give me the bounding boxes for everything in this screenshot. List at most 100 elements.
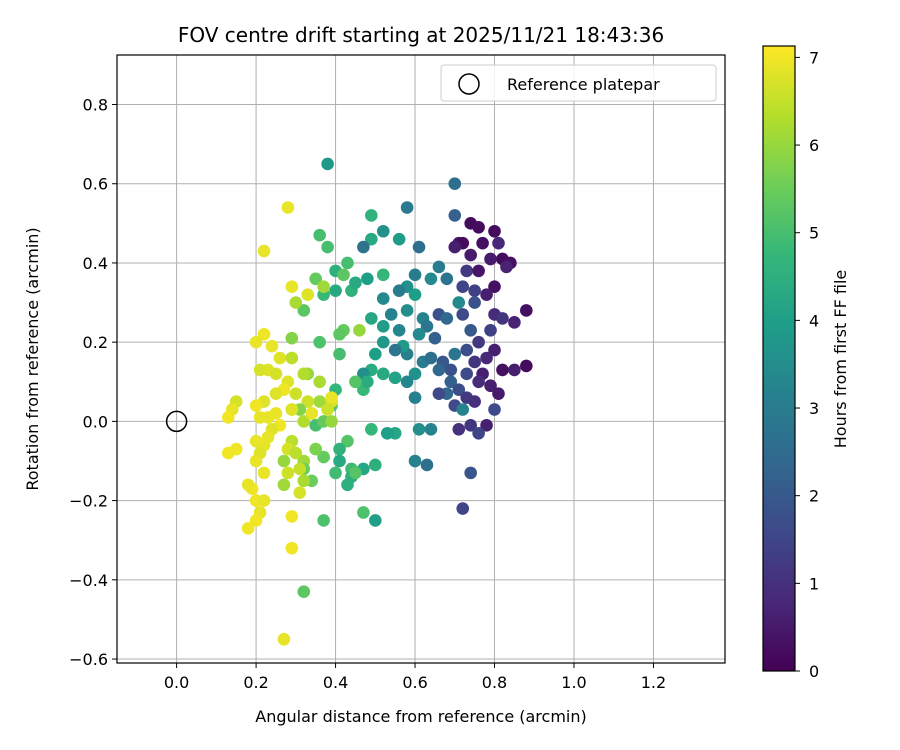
legend-marker-icon (458, 73, 480, 95)
data-point (472, 220, 485, 234)
colorbar-tick-label: 7 (809, 48, 819, 67)
data-point (313, 228, 326, 242)
data-point (269, 387, 283, 400)
data-point (309, 442, 322, 456)
data-point (392, 232, 406, 246)
data-point (484, 252, 497, 266)
colorbar-frame (762, 45, 796, 672)
data-point (285, 403, 299, 416)
data-point (452, 423, 466, 436)
data-point (265, 339, 279, 353)
data-point (412, 327, 426, 341)
data-point (301, 395, 315, 408)
data-point (273, 351, 287, 365)
data-point (376, 224, 390, 238)
data-point (488, 224, 501, 238)
data-point (333, 442, 346, 456)
data-point (317, 514, 330, 527)
data-point (325, 391, 338, 404)
y-axis-ticks: −0.6 −0.4 −0.2 0.0 0.2 0.4 0.6 0.8 (69, 96, 117, 669)
colorbar-tick-label: 2 (809, 487, 819, 506)
data-point (412, 240, 426, 254)
data-point (297, 367, 311, 381)
data-point (297, 304, 311, 317)
data-point (269, 407, 283, 420)
data-point (472, 335, 485, 349)
data-point (520, 359, 533, 373)
data-point (460, 343, 473, 357)
data-point (305, 407, 319, 420)
data-point (392, 323, 406, 337)
data-point (420, 320, 434, 333)
data-point (285, 351, 299, 365)
data-point (365, 312, 378, 325)
data-point (384, 308, 398, 321)
data-point (472, 264, 485, 278)
data-point (424, 272, 438, 286)
data-point (249, 399, 263, 412)
reference-platepar-marker (165, 410, 188, 433)
data-point (448, 240, 462, 254)
colorbar-tick-label: 3 (809, 399, 819, 418)
data-point (400, 304, 414, 317)
colorbar-ticks: 0 1 2 3 4 5 6 7 (795, 48, 819, 681)
data-point (249, 335, 263, 349)
data-point (321, 240, 334, 254)
data-point (281, 201, 295, 214)
data-point (361, 375, 374, 389)
colorbar-tick-label: 6 (809, 136, 819, 155)
data-point (380, 426, 394, 440)
data-point (468, 355, 481, 369)
data-point (365, 423, 378, 436)
legend-box (440, 64, 717, 102)
data-point (408, 268, 422, 282)
data-point (400, 201, 414, 214)
data-point (492, 387, 505, 400)
data-point (293, 486, 307, 499)
data-point (472, 426, 485, 440)
data-point (444, 375, 458, 389)
data-point (488, 280, 501, 294)
data-point (456, 280, 470, 294)
data-point (456, 403, 470, 416)
data-point (329, 284, 342, 297)
data-point (309, 272, 322, 286)
grid (117, 55, 725, 663)
data-point (337, 268, 350, 282)
data-point (369, 347, 382, 361)
data-point (321, 157, 334, 171)
data-point (297, 474, 311, 488)
data-point (508, 363, 521, 377)
data-point (452, 383, 466, 396)
data-point (333, 327, 346, 341)
data-point (293, 462, 307, 476)
data-point (277, 632, 291, 646)
data-point (376, 367, 390, 381)
data-point (249, 454, 263, 468)
data-point (257, 327, 271, 341)
data-point (369, 458, 382, 472)
data-point (432, 260, 446, 274)
data-point (253, 411, 267, 424)
data-point (365, 209, 378, 222)
data-point (448, 209, 462, 222)
data-point (448, 347, 462, 361)
data-point (285, 510, 299, 523)
plot-area (116, 54, 726, 664)
data-point (341, 434, 354, 448)
y-tick-label: 0.4 (83, 254, 108, 273)
data-point (496, 363, 509, 377)
data-point (408, 367, 422, 381)
chart-title: FOV centre drift starting at 2025/11/21 … (178, 23, 664, 47)
data-point (488, 403, 501, 416)
y-tick-label: −0.2 (69, 492, 108, 511)
colorbar-tick-label: 4 (809, 311, 819, 330)
colorbar-tick-label: 5 (809, 224, 819, 243)
data-point (281, 466, 295, 480)
data-point (456, 308, 470, 321)
data-point (221, 411, 235, 424)
data-point (325, 415, 338, 428)
data-points (221, 157, 533, 646)
data-point (249, 514, 263, 527)
data-point (349, 375, 362, 389)
